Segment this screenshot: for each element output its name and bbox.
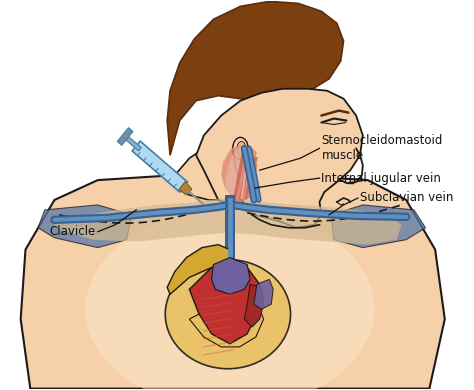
Text: Internal jugular vein: Internal jugular vein: [321, 172, 441, 184]
Polygon shape: [21, 172, 445, 388]
Polygon shape: [175, 142, 286, 200]
Polygon shape: [117, 128, 133, 145]
Polygon shape: [221, 145, 257, 200]
Text: Clavicle: Clavicle: [50, 225, 96, 238]
Polygon shape: [196, 89, 363, 228]
Text: Sternocleidomastoid
muscle: Sternocleidomastoid muscle: [321, 134, 443, 162]
Polygon shape: [38, 205, 131, 248]
Polygon shape: [124, 135, 141, 151]
Polygon shape: [254, 279, 273, 309]
Polygon shape: [331, 205, 426, 248]
Polygon shape: [189, 262, 260, 344]
Ellipse shape: [237, 142, 246, 155]
Polygon shape: [167, 245, 230, 294]
Ellipse shape: [85, 210, 374, 390]
Ellipse shape: [233, 137, 248, 159]
Polygon shape: [132, 141, 188, 192]
Polygon shape: [244, 284, 264, 327]
Polygon shape: [189, 309, 264, 347]
Polygon shape: [55, 198, 401, 245]
Polygon shape: [179, 182, 192, 195]
Text: Subclavian vein: Subclavian vein: [360, 191, 453, 204]
Polygon shape: [225, 145, 252, 205]
Polygon shape: [167, 2, 344, 155]
Polygon shape: [211, 257, 250, 294]
Ellipse shape: [165, 259, 291, 369]
